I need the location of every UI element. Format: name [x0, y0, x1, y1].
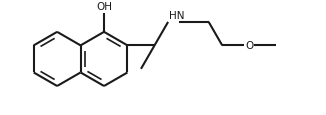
Text: HN: HN	[169, 11, 185, 21]
Text: OH: OH	[96, 2, 112, 12]
Text: O: O	[245, 41, 253, 51]
